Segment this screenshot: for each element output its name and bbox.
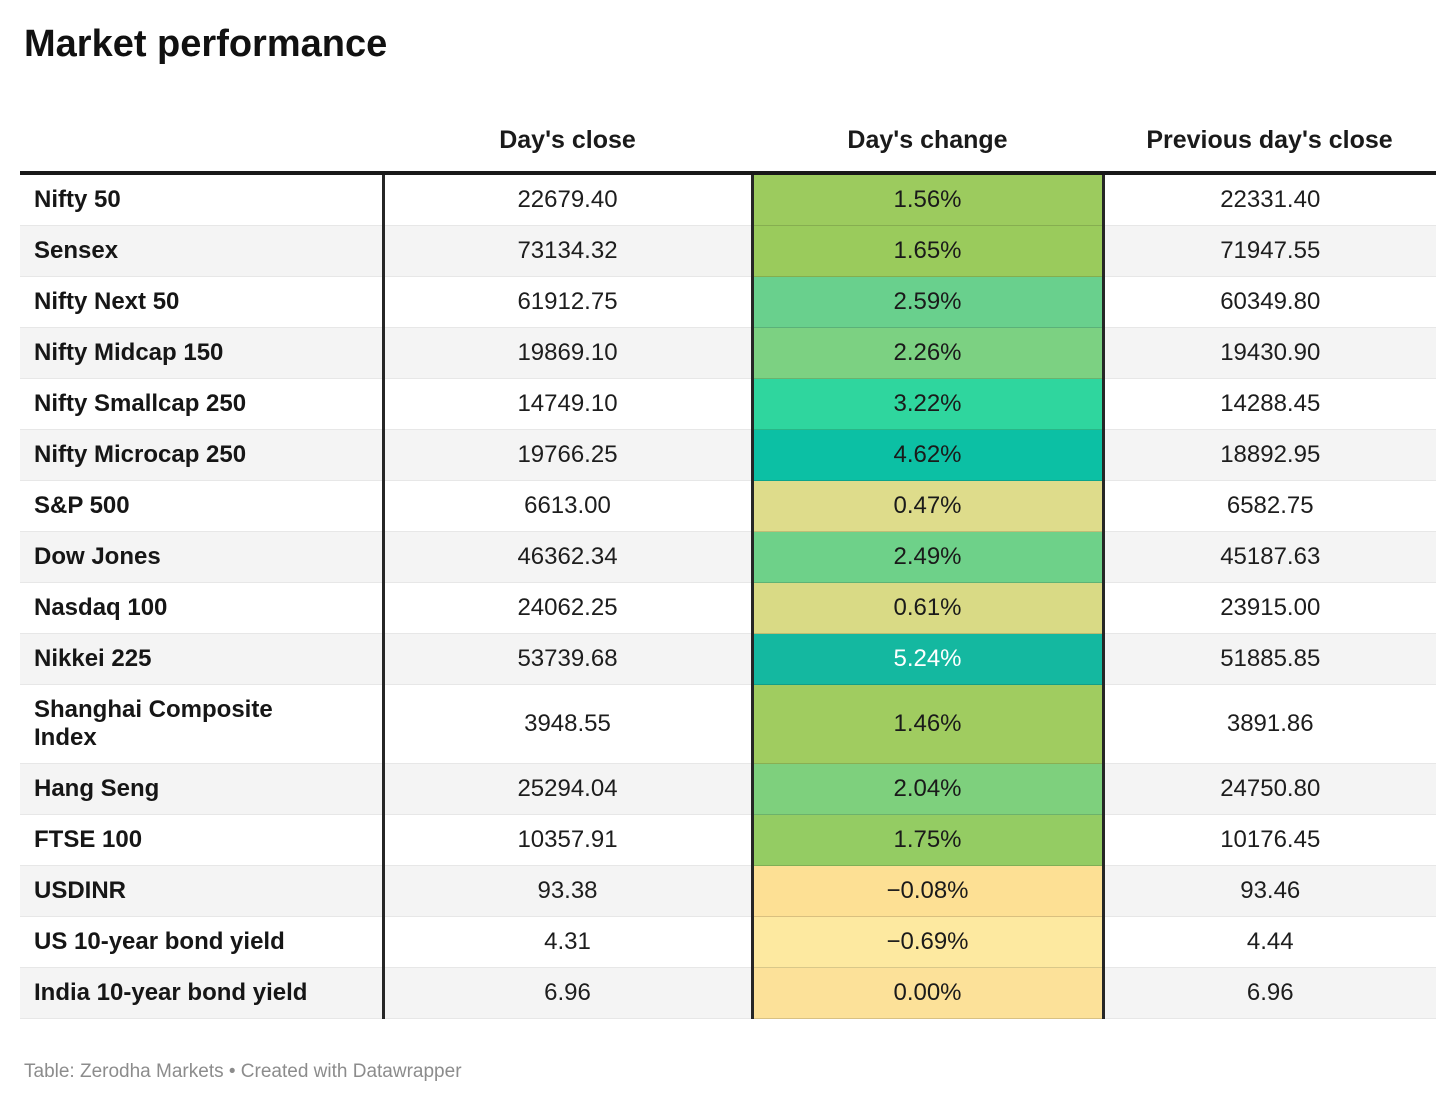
- days-close-cell: 53739.68: [383, 633, 752, 685]
- days-change-heat-cell: 1.56%: [750, 173, 1105, 226]
- table-row: Nifty 50 22679.40 1.56% 22331.40: [20, 173, 1436, 226]
- table-row: Nikkei 225 53739.68 5.24% 51885.85: [20, 633, 1436, 685]
- row-label-cell: USDINR: [20, 865, 385, 917]
- row-label-cell: Nifty Microcap 250: [20, 429, 385, 481]
- days-change-heat-cell: 0.47%: [750, 480, 1105, 532]
- table-row: Hang Seng 25294.04 2.04% 24750.80: [20, 763, 1436, 815]
- days-change-heat-cell: 2.49%: [750, 531, 1105, 583]
- days-change-heat-cell: 2.04%: [750, 763, 1105, 815]
- days-change-heat-cell: 0.61%: [750, 582, 1105, 634]
- prev-close-cell: 24750.80: [1103, 763, 1436, 815]
- days-close-cell: 25294.04: [383, 763, 752, 815]
- prev-close-cell: 6.96: [1103, 967, 1436, 1019]
- table-row: Nifty Next 50 61912.75 2.59% 60349.80: [20, 276, 1436, 328]
- row-label-cell: US 10-year bond yield: [20, 916, 385, 968]
- market-performance-table: Day's close Day's change Previous day's …: [20, 106, 1436, 1019]
- prev-close-cell: 18892.95: [1103, 429, 1436, 481]
- table-row: Dow Jones 46362.34 2.49% 45187.63: [20, 531, 1436, 583]
- table-row: Nifty Microcap 250 19766.25 4.62% 18892.…: [20, 429, 1436, 481]
- prev-close-cell: 60349.80: [1103, 276, 1436, 328]
- row-label-cell: Nifty Next 50: [20, 276, 385, 328]
- days-close-cell: 19766.25: [383, 429, 752, 481]
- page-title: Market performance: [24, 23, 388, 65]
- header-days-close: Day's close: [383, 106, 752, 175]
- table-row: S&P 500 6613.00 0.47% 6582.75: [20, 480, 1436, 532]
- days-change-heat-cell: 0.00%: [750, 967, 1105, 1019]
- header-row: Day's close Day's change Previous day's …: [20, 106, 1436, 175]
- header-index-column: [20, 106, 383, 175]
- header-prev-days-close: Previous day's close: [1103, 106, 1436, 175]
- row-label-cell: FTSE 100: [20, 814, 385, 866]
- row-label-cell: India 10-year bond yield: [20, 967, 385, 1019]
- days-change-heat-cell: 3.22%: [750, 378, 1105, 430]
- days-close-cell: 4.31: [383, 916, 752, 968]
- days-close-cell: 10357.91: [383, 814, 752, 866]
- days-change-heat-cell: 5.24%: [750, 633, 1105, 685]
- days-change-heat-cell: 1.46%: [750, 684, 1105, 764]
- days-close-cell: 46362.34: [383, 531, 752, 583]
- prev-close-cell: 23915.00: [1103, 582, 1436, 634]
- days-close-cell: 61912.75: [383, 276, 752, 328]
- table-row: Sensex 73134.32 1.65% 71947.55: [20, 225, 1436, 277]
- prev-close-cell: 71947.55: [1103, 225, 1436, 277]
- prev-close-cell: 93.46: [1103, 865, 1436, 917]
- prev-close-cell: 14288.45: [1103, 378, 1436, 430]
- table-row: Nifty Midcap 150 19869.10 2.26% 19430.90: [20, 327, 1436, 379]
- days-close-cell: 14749.10: [383, 378, 752, 430]
- prev-close-cell: 45187.63: [1103, 531, 1436, 583]
- prev-close-cell: 4.44: [1103, 916, 1436, 968]
- header-days-change: Day's change: [752, 106, 1103, 175]
- table-row: Shanghai Composite Index 3948.55 1.46% 3…: [20, 684, 1436, 764]
- table-row: Nasdaq 100 24062.25 0.61% 23915.00: [20, 582, 1436, 634]
- days-change-heat-cell: 4.62%: [750, 429, 1105, 481]
- table-row: USDINR 93.38 −0.08% 93.46: [20, 865, 1436, 917]
- row-label-cell: Shanghai Composite Index: [20, 684, 385, 764]
- days-change-heat-cell: 1.65%: [750, 225, 1105, 277]
- days-close-cell: 19869.10: [383, 327, 752, 379]
- days-close-cell: 22679.40: [383, 173, 752, 226]
- row-label-cell: Nifty Midcap 150: [20, 327, 385, 379]
- days-change-heat-cell: 2.59%: [750, 276, 1105, 328]
- prev-close-cell: 6582.75: [1103, 480, 1436, 532]
- row-label-cell: S&P 500: [20, 480, 385, 532]
- days-change-heat-cell: 1.75%: [750, 814, 1105, 866]
- days-close-cell: 24062.25: [383, 582, 752, 634]
- days-close-cell: 93.38: [383, 865, 752, 917]
- days-change-heat-cell: −0.69%: [750, 916, 1105, 968]
- prev-close-cell: 19430.90: [1103, 327, 1436, 379]
- row-label-cell: Nifty 50: [20, 173, 385, 226]
- table-row: India 10-year bond yield 6.96 0.00% 6.96: [20, 967, 1436, 1019]
- prev-close-cell: 51885.85: [1103, 633, 1436, 685]
- days-change-heat-cell: 2.26%: [750, 327, 1105, 379]
- prev-close-cell: 22331.40: [1103, 173, 1436, 226]
- row-label-cell: Sensex: [20, 225, 385, 277]
- table-attribution: Table: Zerodha Markets • Created with Da…: [24, 1061, 462, 1082]
- days-change-heat-cell: −0.08%: [750, 865, 1105, 917]
- days-close-cell: 73134.32: [383, 225, 752, 277]
- days-close-cell: 6613.00: [383, 480, 752, 532]
- row-label-cell: Nifty Smallcap 250: [20, 378, 385, 430]
- days-close-cell: 3948.55: [383, 684, 752, 764]
- prev-close-cell: 3891.86: [1103, 684, 1436, 764]
- table-row: US 10-year bond yield 4.31 −0.69% 4.44: [20, 916, 1436, 968]
- table-row: FTSE 100 10357.91 1.75% 10176.45: [20, 814, 1436, 866]
- row-label-cell: Nikkei 225: [20, 633, 385, 685]
- row-label-cell: Dow Jones: [20, 531, 385, 583]
- row-label-cell: Hang Seng: [20, 763, 385, 815]
- table-row: Nifty Smallcap 250 14749.10 3.22% 14288.…: [20, 378, 1436, 430]
- row-label-cell: Nasdaq 100: [20, 582, 385, 634]
- days-close-cell: 6.96: [383, 967, 752, 1019]
- prev-close-cell: 10176.45: [1103, 814, 1436, 866]
